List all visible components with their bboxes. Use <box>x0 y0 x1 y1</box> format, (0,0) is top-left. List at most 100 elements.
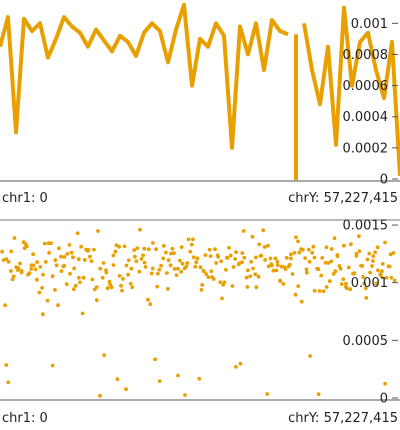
scatter-point <box>68 271 72 276</box>
scatter-point <box>303 256 307 260</box>
scatter-point <box>333 269 338 274</box>
scatter-point <box>59 254 63 259</box>
scatter-point <box>185 261 190 266</box>
scatter-point <box>379 274 383 278</box>
scatter-point <box>168 263 173 268</box>
scatter-point <box>337 264 342 268</box>
y-tick-label: 0.0005 <box>343 334 389 349</box>
scatter-point <box>9 249 14 254</box>
scatter-point <box>216 254 221 259</box>
scatter-point <box>206 275 211 280</box>
scatter-point <box>154 247 159 252</box>
scatter-point <box>186 237 191 242</box>
scatter-point <box>191 237 195 242</box>
scatter-point <box>365 257 370 262</box>
scatter-point <box>184 264 189 269</box>
scatter-point <box>253 272 258 277</box>
scatter-point <box>92 247 96 252</box>
scatter-point <box>197 376 202 381</box>
scatter-point <box>240 260 244 265</box>
scatter-point <box>31 263 36 268</box>
scatter-point <box>317 289 322 293</box>
scatter-point <box>339 282 344 286</box>
scatter-point <box>102 353 107 358</box>
scatter-point <box>180 261 185 266</box>
scatter-point <box>12 236 17 240</box>
scatter-point <box>45 298 50 303</box>
scatter-point <box>208 254 213 258</box>
scatter-point <box>244 275 249 280</box>
scatter-point <box>50 274 55 279</box>
scatter-point <box>370 264 374 268</box>
scatter-point <box>310 250 315 255</box>
scatter-point <box>40 286 44 290</box>
line-series <box>0 2 400 180</box>
scatter-point <box>261 228 266 233</box>
scatter-point <box>273 256 278 261</box>
scatter-point <box>98 266 103 271</box>
scatter-point <box>128 281 133 286</box>
scatter-point <box>266 264 271 269</box>
y-tick-label: 0.0004 <box>343 110 389 125</box>
scatter-point <box>383 240 387 245</box>
scatter-point <box>71 255 75 260</box>
scatter-point <box>262 245 267 249</box>
scatter-point <box>170 246 175 251</box>
scatter-point <box>320 256 325 260</box>
scatter-point <box>19 269 24 273</box>
scatter-point <box>72 266 76 271</box>
scatter-point <box>155 284 160 289</box>
scatter-point <box>293 292 298 297</box>
scatter-point <box>278 278 282 283</box>
scatter-point <box>275 259 280 264</box>
scatter-point <box>53 288 57 292</box>
scatter-point <box>242 255 247 260</box>
scatter-point <box>306 247 311 252</box>
scatter-point <box>304 267 309 272</box>
scatter-point <box>105 286 110 291</box>
scatter-point <box>120 288 124 293</box>
scatter-point <box>73 283 78 288</box>
series-line <box>302 5 400 177</box>
scatter-point <box>391 251 396 255</box>
scatter-point <box>65 252 70 256</box>
scatter-point <box>265 392 270 396</box>
scatter-point <box>157 379 162 383</box>
scatter-point <box>77 275 81 280</box>
scatter-point <box>228 253 233 258</box>
scatter-point <box>81 275 86 280</box>
scatter-point <box>319 273 324 278</box>
scatter-series <box>0 227 397 398</box>
y-tick-label: 0.0008 <box>343 48 389 63</box>
scatter-point <box>188 249 193 254</box>
scatter-point <box>294 235 298 240</box>
scatter-point <box>38 265 43 269</box>
scatter-point <box>179 269 184 274</box>
scatter-point <box>233 257 238 261</box>
scatter-point <box>191 255 196 260</box>
scatter-point <box>141 253 146 258</box>
scatter-point <box>202 269 206 274</box>
scatter-point <box>270 263 274 268</box>
scatter-point <box>126 272 130 277</box>
scatter-point <box>341 277 346 282</box>
line-chart-panel: 0.001 0.0008 0.0006 0.0004 0.0002 0 chr1: 0 c… <box>0 2 400 206</box>
scatter-point <box>367 251 372 256</box>
scatter-point <box>111 253 116 258</box>
scatter-point <box>207 247 212 252</box>
scatter-point <box>31 252 35 257</box>
scatter-point <box>49 241 53 246</box>
scatter-point <box>75 231 80 236</box>
y-tick-label: 0.0006 <box>343 79 389 94</box>
scatter-point <box>98 393 102 398</box>
scatter-point <box>297 250 302 255</box>
scatter-point <box>263 258 267 262</box>
scatter-point <box>62 263 67 268</box>
scatter-point <box>225 256 230 260</box>
scatter-point <box>392 278 397 283</box>
scatter-point <box>195 256 200 261</box>
scatter-point <box>43 260 48 264</box>
scatter-point <box>316 267 321 271</box>
scatter-point <box>64 282 69 287</box>
